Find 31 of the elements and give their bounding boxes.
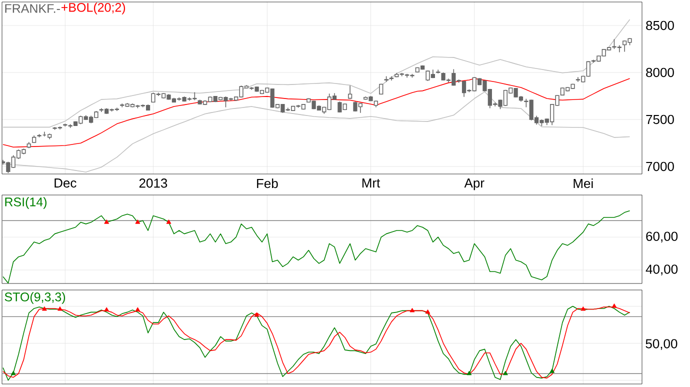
- point: [466, 370, 472, 376]
- chart-title: FRANKF.-: [5, 4, 60, 13]
- y-tick-label: 8500: [646, 20, 674, 30]
- text: RSI(14): [5, 197, 46, 209]
- y-tick-label: 60,00: [646, 232, 678, 242]
- x-tick-label: Mei: [574, 178, 593, 188]
- series-label: STO(9,3,3): [4, 292, 66, 304]
- y-tick-label: 40,00: [646, 264, 678, 276]
- x-tick-label: Feb: [257, 178, 278, 188]
- x-tick-label: 2013: [139, 178, 168, 188]
- point: [550, 368, 555, 373]
- x-tick-label: Mrt: [362, 178, 380, 188]
- y-tick-label: 7500: [646, 114, 674, 124]
- point: [612, 303, 617, 308]
- point: [503, 370, 508, 376]
- point: [254, 312, 260, 317]
- point: [425, 309, 430, 314]
- y-tick-label: 8000: [646, 68, 674, 78]
- text: 50,00: [646, 339, 678, 350]
- text: +BOL(20;2): [61, 2, 126, 14]
- x-tick-label: Dec: [54, 178, 76, 188]
- point: [135, 307, 140, 312]
- point: [104, 307, 110, 312]
- candlestick: [348, 85, 352, 100]
- x-tick-label: Apr: [464, 178, 484, 190]
- point: [580, 306, 586, 311]
- point: [410, 308, 415, 312]
- point: [42, 306, 47, 311]
- point: [58, 306, 62, 311]
- point: [10, 370, 16, 376]
- y-tick-label: 7000: [646, 162, 674, 172]
